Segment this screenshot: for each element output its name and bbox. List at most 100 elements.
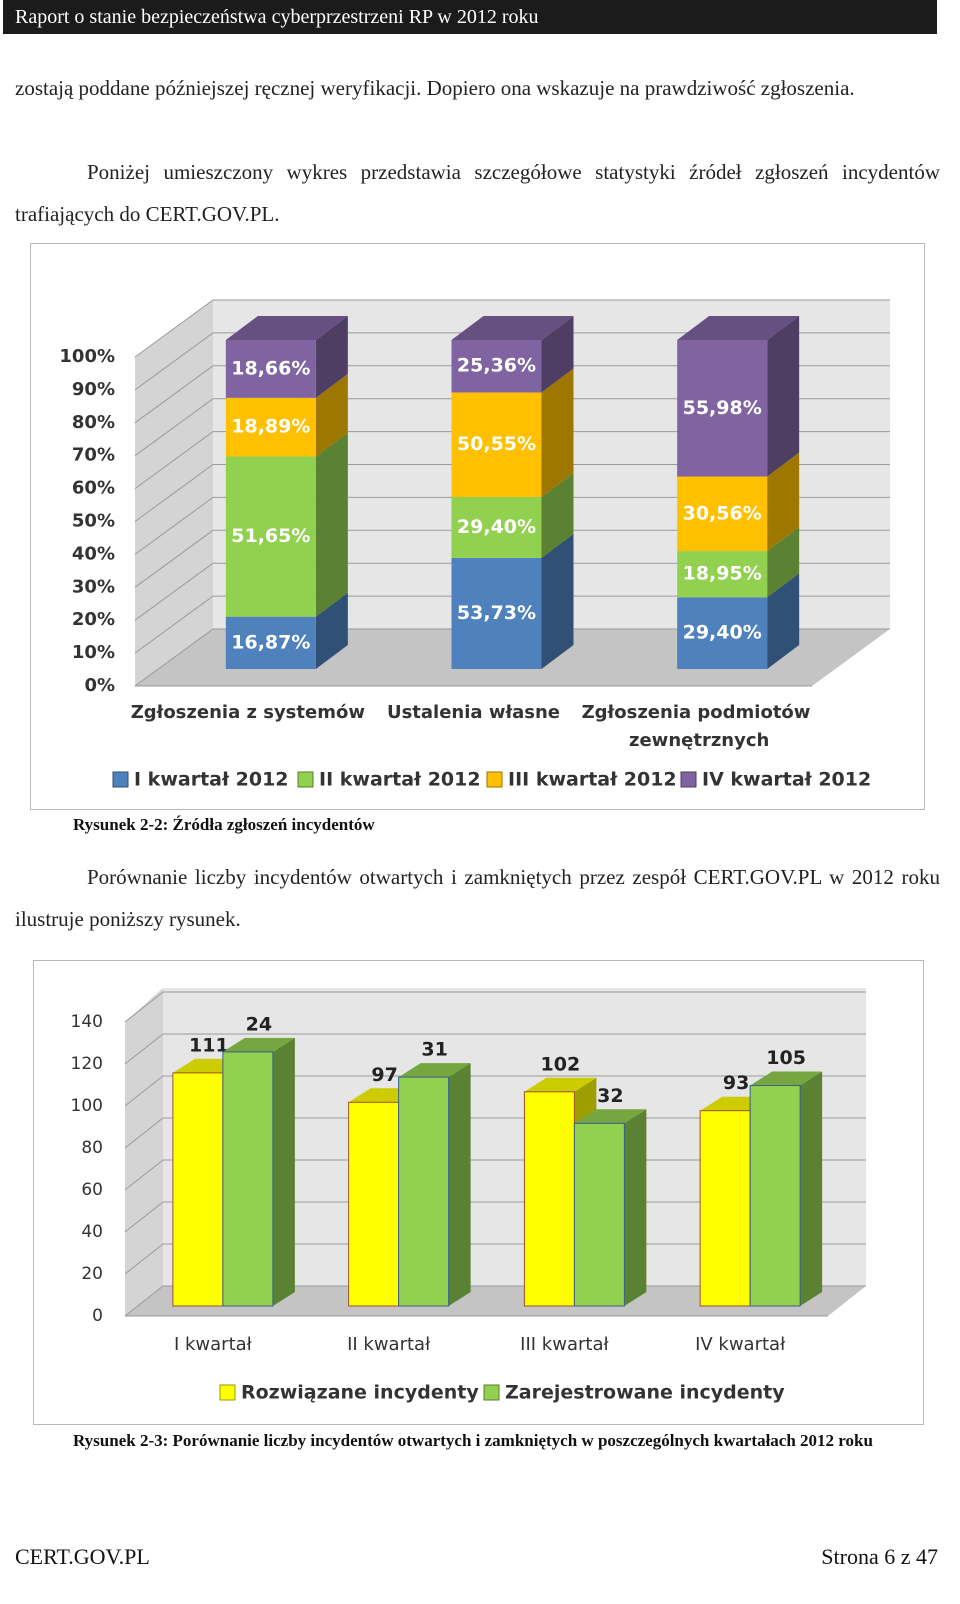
bar-side (624, 1109, 647, 1306)
bar-side (272, 1037, 295, 1306)
y-tick-label: 90% (72, 379, 115, 400)
value-label: 30,56% (683, 502, 762, 524)
annotation: 32 (597, 1085, 623, 1107)
floor (125, 1286, 866, 1316)
y-tick-label: 40% (72, 543, 115, 564)
caption: Rysunek 2-2: Źródła zgłoszeń incydentów (73, 815, 375, 834)
bar (451, 392, 542, 498)
bar-top (222, 1037, 295, 1052)
legend-label: II kwartał 2012 (319, 769, 481, 791)
legend-label: IV kwartał 2012 (702, 769, 871, 791)
grid-line (134, 299, 890, 358)
bar-top (398, 1063, 471, 1078)
header-title: Raport o stanie bezpieczeństwa cyberprze… (3, 0, 937, 34)
bar (172, 1072, 224, 1307)
bar-side (541, 533, 574, 669)
grid-line (124, 1075, 866, 1107)
grid-line (134, 496, 890, 555)
annotation: 31 (421, 1039, 447, 1061)
bar (451, 340, 542, 393)
x-tick-label: Zgłoszenia podmiotów zewnętrznych (582, 702, 817, 751)
paragraph: Porównanie liczby incydentów otwartych i… (15, 865, 940, 931)
paragraph: Poniżej umieszczony wykres przedstawia s… (15, 160, 940, 226)
grid-line (134, 332, 890, 391)
bar-side (767, 452, 800, 552)
bar (451, 497, 542, 558)
grid-line (134, 365, 890, 424)
bar (573, 1122, 625, 1307)
grid-line (134, 464, 890, 522)
x-tick-label: I kwartał (174, 1334, 253, 1355)
legend-label: Zarejestrowane incydenty (505, 1382, 785, 1404)
bar (677, 476, 768, 552)
legend-swatch (680, 771, 697, 788)
legend-label: Rozwiązane incydenty (241, 1382, 479, 1404)
value-label: 16,87% (231, 631, 310, 653)
bar-side (541, 473, 574, 558)
value-label: 51,65% (231, 525, 310, 547)
value-label: 18,89% (231, 416, 310, 438)
y-tick-label: 60% (72, 478, 115, 499)
grid-line (134, 398, 890, 457)
bar (749, 1085, 801, 1307)
paragraph: zostają poddane późniejszej ręcznej wery… (15, 76, 855, 100)
caption: Rysunek 2-3: Porównanie liczby incydentó… (73, 1431, 873, 1450)
bar (222, 1051, 274, 1307)
value-label: 97 (371, 1064, 397, 1086)
bar-side (767, 316, 800, 477)
annotation: 24 (246, 1013, 272, 1035)
bar (677, 340, 768, 477)
grid-line (134, 529, 890, 588)
grid-line (134, 628, 890, 687)
bar-side (315, 592, 348, 669)
x-tick-label: IV kwartał (695, 1334, 786, 1355)
bar-side (767, 527, 800, 598)
y-tick-label: 70% (72, 445, 115, 466)
footer-left: CERT.GOV.PL (15, 1544, 150, 1569)
grid-line (124, 1033, 866, 1065)
value-label: 18,66% (231, 357, 310, 379)
left-wall (125, 988, 163, 1316)
legend-swatch (486, 771, 503, 788)
x-tick-label: Zgłoszenia z systemów (131, 702, 365, 723)
bar-side (315, 316, 348, 398)
chart: 0 20 40 60 80 100 120 140 I kwartał 111 24 II kwart… (33, 960, 924, 1425)
grid-line (134, 562, 890, 621)
bar-top (750, 1071, 823, 1086)
value-label: 29,40% (457, 516, 536, 538)
y-tick-label: 120 (71, 1054, 103, 1074)
bar (451, 557, 542, 669)
bar (225, 397, 316, 457)
y-tick-label: 100 (71, 1096, 103, 1116)
bar (699, 1110, 751, 1307)
legend-label: I kwartał 2012 (134, 769, 289, 791)
bar (225, 456, 316, 617)
bar-top (451, 316, 574, 340)
bar-side (315, 432, 348, 617)
bar-top (574, 1109, 647, 1124)
bar-side (448, 1063, 471, 1306)
bar (398, 1076, 450, 1307)
y-tick-label: 20% (72, 609, 115, 630)
grid-line (134, 595, 890, 654)
bar (225, 340, 316, 398)
y-tick-label: 80 (81, 1138, 103, 1158)
legend-swatch (297, 771, 314, 788)
bar (677, 551, 768, 598)
value-label: 111 (189, 1034, 229, 1056)
value-label: 102 (541, 1053, 581, 1075)
y-tick-label: 20 (81, 1264, 103, 1284)
y-tick-label: 40 (81, 1222, 103, 1242)
y-tick-label: 50% (72, 511, 115, 532)
y-tick-label: 80% (72, 412, 115, 433)
bar (677, 597, 768, 669)
annotation: 105 (766, 1047, 806, 1069)
legend-swatch (483, 1384, 500, 1401)
value-label: 93 (723, 1072, 749, 1094)
legend-swatch (112, 771, 129, 788)
x-tick-label: III kwartał (520, 1334, 609, 1355)
bar-top (225, 316, 348, 340)
y-tick-label: 0 (92, 1306, 103, 1326)
value-label: 53,73% (457, 602, 536, 624)
bar-side (541, 368, 574, 498)
